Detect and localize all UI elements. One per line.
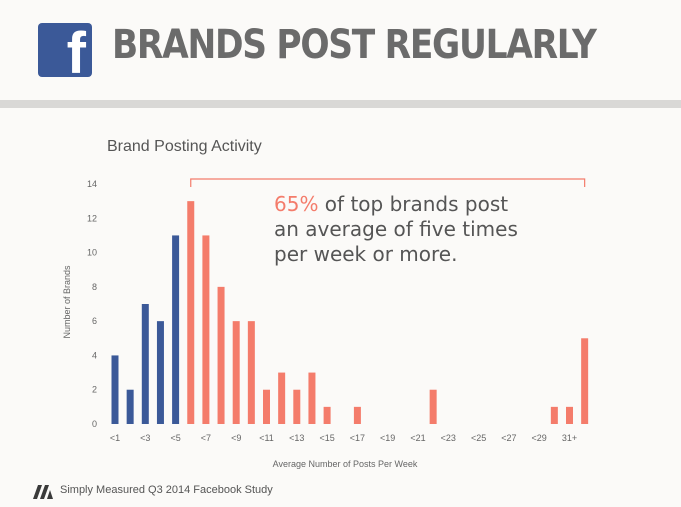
- y-axis-label: Number of Brands: [62, 265, 72, 339]
- x-tick-label: <15: [319, 433, 334, 443]
- header-divider: [0, 100, 681, 108]
- y-tick-label: 10: [87, 248, 97, 258]
- x-tick-label: <29: [532, 433, 547, 443]
- highlight-bracket: [190, 178, 586, 187]
- bar: [263, 389, 270, 424]
- callout-line-3: per week or more.: [274, 242, 458, 266]
- y-tick-label: 2: [92, 385, 97, 395]
- x-tick-label: <17: [350, 433, 365, 443]
- x-tick-label: <21: [410, 433, 425, 443]
- x-tick-label: <5: [170, 433, 180, 443]
- x-tick-label: 31+: [562, 433, 577, 443]
- x-axis-label: Average Number of Posts Per Week: [273, 459, 418, 469]
- callout-text: 65% of top brands post an average of fiv…: [274, 192, 518, 267]
- x-tick-label: <25: [471, 433, 486, 443]
- callout-line-1-rest: of top brands post: [318, 192, 509, 216]
- y-tick-label: 14: [87, 179, 97, 189]
- bar: [141, 304, 149, 424]
- chart-title: Brand Posting Activity: [107, 138, 262, 155]
- bar: [278, 372, 286, 424]
- x-tick-label: <9: [231, 433, 241, 443]
- x-tick-label: <23: [441, 433, 456, 443]
- slide-title: BRANDS POST REGULARLY: [112, 22, 597, 68]
- x-tick-label: <27: [501, 433, 516, 443]
- x-tick-label: <11: [259, 433, 274, 443]
- bar: [550, 406, 558, 424]
- bar: [156, 321, 164, 424]
- callout-line-2: an average of five times: [274, 217, 518, 241]
- x-tick-label: <1: [110, 433, 120, 443]
- bar: [232, 321, 240, 424]
- bar: [581, 338, 589, 424]
- y-tick-label: 4: [92, 350, 97, 360]
- bar: [126, 389, 134, 424]
- bar: [353, 406, 361, 424]
- y-tick-label: 0: [92, 419, 97, 429]
- y-tick-label: 12: [87, 213, 97, 223]
- bar: [429, 389, 437, 424]
- callout-highlight: 65%: [274, 192, 319, 216]
- facebook-logo-letter: f: [66, 23, 86, 78]
- bar: [202, 235, 210, 424]
- bar: [217, 286, 225, 424]
- callout-line-1: 65% of top brands post: [274, 192, 518, 217]
- facebook-logo-icon: f: [38, 23, 92, 77]
- y-tick-label: 6: [92, 316, 97, 326]
- y-tick-label: 8: [92, 282, 97, 292]
- bar: [308, 372, 316, 424]
- footer-source: Simply Measured Q3 2014 Facebook Study: [60, 484, 273, 496]
- x-tick-label: <13: [289, 433, 304, 443]
- x-tick-label: <19: [380, 433, 395, 443]
- bar: [323, 406, 331, 424]
- bar: [293, 389, 301, 424]
- simply-measured-logo-icon: [33, 485, 53, 499]
- bar: [172, 235, 180, 424]
- bar: [566, 406, 573, 424]
- bar: [111, 355, 119, 424]
- x-tick-label: <7: [201, 433, 211, 443]
- x-tick-label: <3: [140, 433, 150, 443]
- bar: [187, 201, 195, 424]
- bar: [247, 321, 255, 424]
